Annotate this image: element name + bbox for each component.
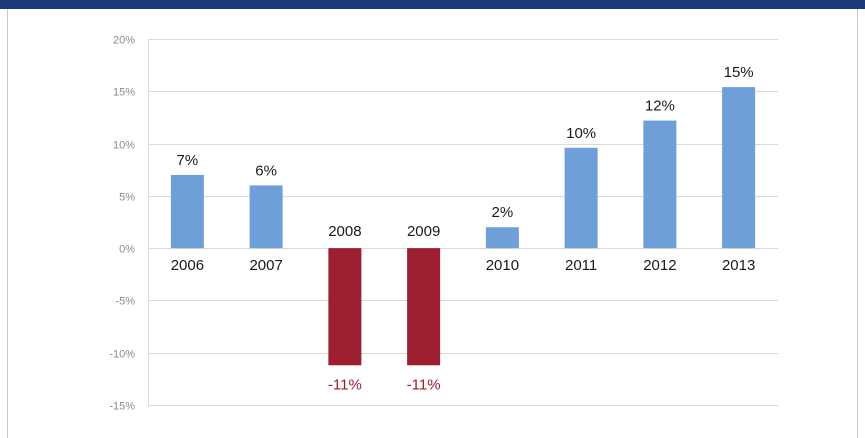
y-tick-label: 20% [113, 35, 135, 47]
category-label: 2007 [249, 257, 282, 274]
category-label: 2006 [171, 257, 204, 274]
bar-2007 [249, 185, 283, 249]
header-bar [0, 0, 865, 9]
category-label: 2011 [565, 257, 597, 274]
frame-border-left [7, 9, 8, 438]
category-label: 2008 [328, 223, 361, 240]
y-tick-label: -10% [109, 349, 135, 361]
bar-2012 [643, 120, 677, 249]
data-label: -11% [328, 376, 362, 393]
category-label: 2010 [486, 257, 519, 274]
data-label: 10% [566, 125, 596, 142]
data-label: 2% [492, 204, 514, 221]
data-label: -11% [407, 376, 441, 393]
y-tick-label: -15% [109, 401, 135, 413]
y-tick-label: 0% [119, 244, 135, 256]
bar-2008 [328, 248, 362, 366]
grid-lines [148, 39, 778, 406]
data-label: 15% [724, 64, 754, 81]
y-tick-label: 5% [119, 192, 135, 204]
bar-2011 [564, 147, 598, 249]
bar-2009 [407, 248, 441, 366]
category-label: 2012 [643, 257, 676, 274]
bars [170, 87, 756, 366]
bar-2006 [170, 174, 204, 249]
bar-2013 [722, 87, 756, 249]
data-label: 6% [255, 162, 277, 179]
y-tick-label: 10% [113, 140, 135, 152]
category-label: 2009 [407, 223, 440, 240]
y-axis-tick-labels: 20% 15% 10% 5% 0% -5% -10% -15% [109, 35, 135, 413]
y-tick-label: 15% [113, 87, 135, 99]
labels: 2006 7% 2007 6% 2008 -11% 2009 -11% 2010 2% 2011 10… [171, 64, 756, 393]
y-tick-label: -5% [115, 296, 135, 308]
bar-2010 [485, 227, 519, 249]
frame-border-right [857, 9, 858, 438]
category-label: 2013 [722, 257, 755, 274]
data-label: 7% [177, 152, 199, 169]
data-label: 12% [645, 98, 675, 115]
